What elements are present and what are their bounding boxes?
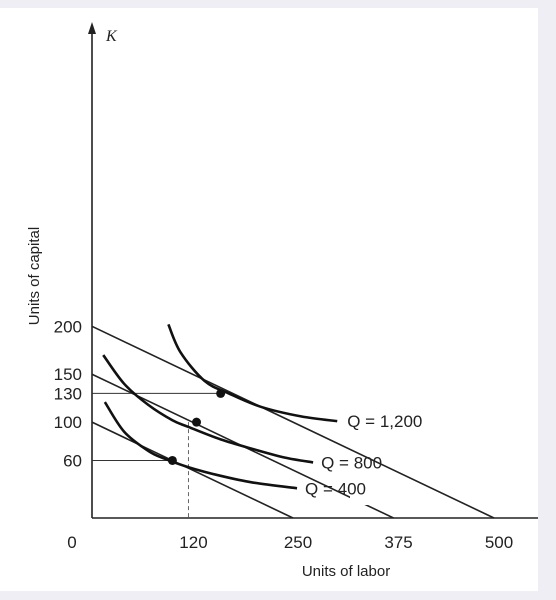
y-axis-arrow (88, 22, 96, 34)
tangency-point (167, 455, 177, 465)
label-gap (334, 394, 368, 418)
isoquant-label: Q = 800 (321, 453, 382, 472)
isoquant-curve (102, 354, 314, 464)
isoquant-label: Q = 400 (305, 479, 366, 498)
reference-lines (92, 392, 221, 518)
y-tick-label: 130 (54, 384, 82, 403)
origin-label: 0 (67, 533, 76, 552)
isoquant-label: Q = 1,200 (347, 412, 422, 431)
x-tick-label: 375 (384, 533, 412, 552)
axes (88, 22, 538, 519)
isocost-line (91, 421, 294, 519)
isocost-line (91, 325, 495, 519)
tangency-point (216, 388, 226, 398)
y-tick-label: 100 (54, 413, 82, 432)
x-tick-label: 500 (485, 533, 513, 552)
x-tick-label: 250 (284, 533, 312, 552)
y-axis-title: Units of capital (26, 227, 43, 325)
x-tick-label: 120 (179, 533, 207, 552)
chart-frame: 60 100 130 150 200 120 250 375 500 0 Units of labo… (0, 8, 538, 591)
y-tick-label: 150 (54, 365, 82, 384)
isocost-lines (91, 325, 495, 519)
isoquant-curve (167, 323, 338, 423)
isoquant-curve (103, 401, 298, 490)
y-tick-label: 60 (63, 451, 82, 470)
tangency-point (192, 417, 202, 427)
y-tick-label: 200 (54, 317, 82, 336)
tangency-points (167, 388, 226, 465)
label-gap (350, 481, 398, 505)
x-axis-title: Units of labor (302, 563, 390, 580)
y-axis-symbol: K (105, 28, 118, 45)
